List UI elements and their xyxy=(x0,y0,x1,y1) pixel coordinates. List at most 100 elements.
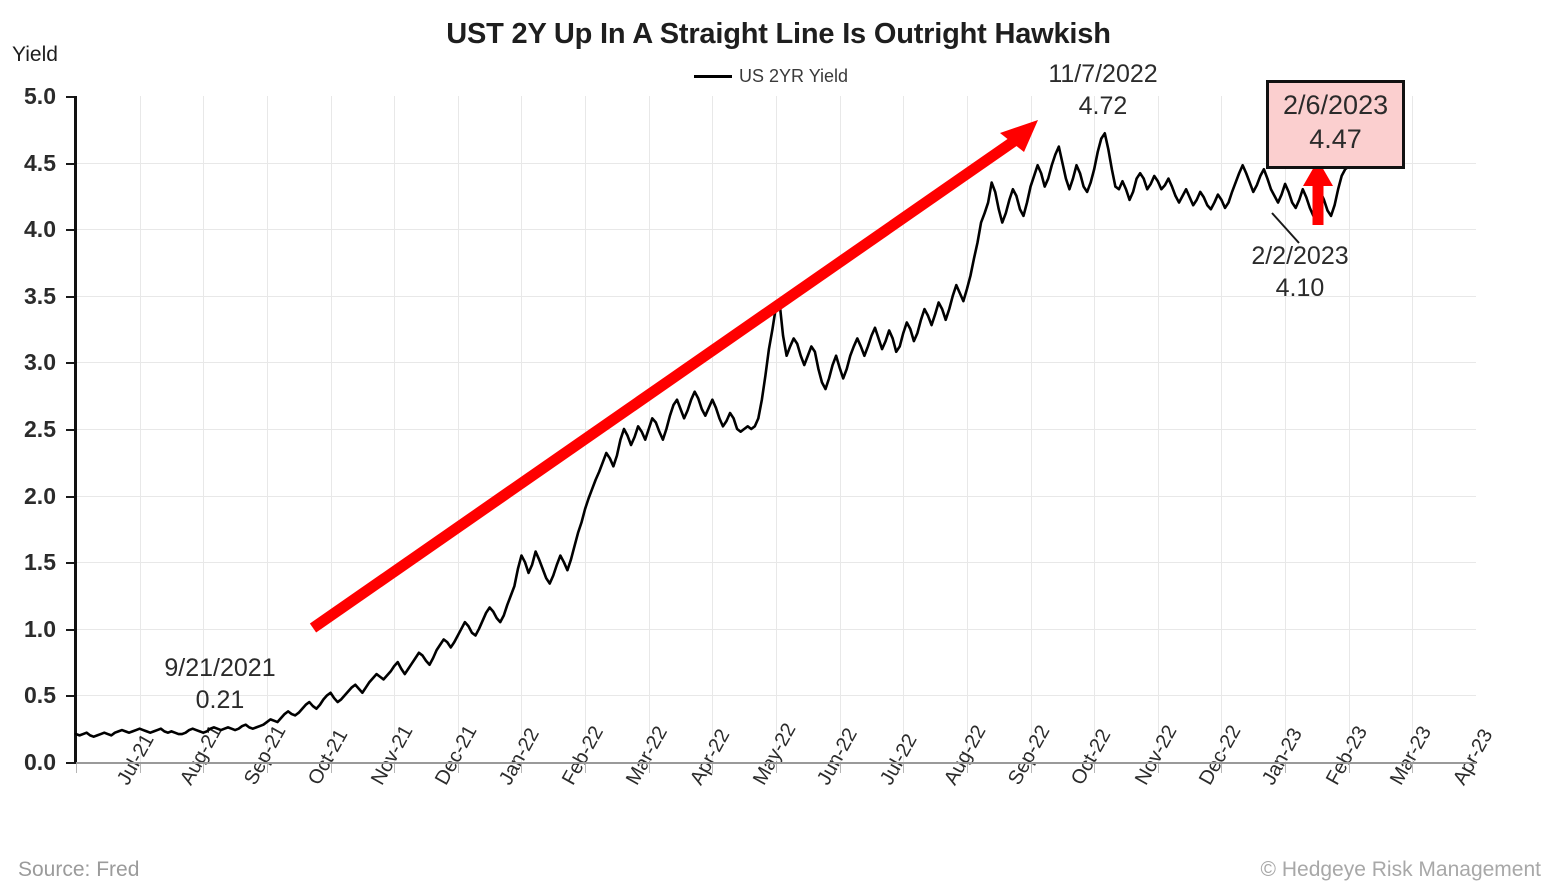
gridline-vertical xyxy=(1285,96,1287,762)
annotation-current-value: 4.47 xyxy=(1309,123,1362,154)
x-axis-tick-label: Mar-22 xyxy=(621,722,672,789)
x-axis-tick-label: Mar-23 xyxy=(1385,722,1436,789)
x-axis-tick-label: Apr-23 xyxy=(1449,725,1498,789)
x-axis-tick-mark xyxy=(776,764,777,773)
x-axis-tick-label: Feb-23 xyxy=(1321,722,1372,789)
x-axis-tick-label: Apr-22 xyxy=(685,725,734,789)
y-axis-tick-label: 2.5 xyxy=(24,416,56,442)
x-axis-tick-label: Feb-22 xyxy=(558,722,609,789)
x-axis-tick-mark xyxy=(76,764,77,773)
gridline-vertical xyxy=(330,96,332,762)
x-axis-tick-mark xyxy=(1094,764,1096,773)
x-axis-tick-mark xyxy=(903,764,905,773)
gridline-vertical xyxy=(966,96,968,762)
x-axis-tick-label: Aug-22 xyxy=(940,721,991,789)
current-value-arrow-icon xyxy=(1303,160,1333,225)
x-axis-tick-label: Oct-22 xyxy=(1067,725,1116,789)
annotation-recent-low: 2/2/2023 4.10 xyxy=(1207,240,1393,304)
x-axis-tick-mark xyxy=(1412,764,1414,773)
x-axis-line xyxy=(76,762,1476,764)
gridline-vertical xyxy=(903,96,905,762)
y-axis-tick-label: 0.0 xyxy=(24,749,56,775)
x-axis-tick-mark xyxy=(203,764,205,773)
y-axis-line xyxy=(74,96,77,763)
annotation-current-date: 2/6/2023 xyxy=(1283,90,1389,120)
annotation-recent-low-date: 2/2/2023 xyxy=(1251,242,1349,270)
gridline-vertical xyxy=(1412,96,1414,762)
y-axis-tick-mark xyxy=(66,762,76,764)
y-axis-tick-mark xyxy=(66,96,76,98)
x-axis-tick-mark xyxy=(457,764,459,773)
x-axis-tick-mark xyxy=(330,764,332,773)
x-axis-tick-label: May-22 xyxy=(749,719,801,789)
x-axis-tick-mark xyxy=(712,764,714,773)
gridline-vertical xyxy=(1348,96,1350,762)
y-axis-tick-mark xyxy=(66,162,76,165)
annotation-recent-low-value: 4.10 xyxy=(1275,274,1325,302)
y-axis-tick-mark xyxy=(66,229,76,232)
x-axis-tick-mark xyxy=(1030,764,1032,773)
page-title: UST 2Y Up In A Straight Line Is Outright… xyxy=(446,18,1111,50)
x-axis-tick-mark xyxy=(1348,764,1350,773)
legend-label-us-2yr-yield: US 2YR Yield xyxy=(739,66,849,86)
y-axis-tick-mark xyxy=(66,362,76,365)
x-axis-tick-label: Sep-21 xyxy=(240,721,291,789)
y-axis-tick-mark xyxy=(66,429,76,431)
y-axis-tick-label: 4.5 xyxy=(24,149,56,176)
x-axis-tick-label: Jun-22 xyxy=(812,724,862,789)
gridline-vertical xyxy=(585,96,587,762)
x-axis-tick-label: Nov-22 xyxy=(1131,721,1182,789)
gridline-vertical xyxy=(839,96,841,762)
annotation-current-highlight-box: 2/6/2023 4.47 xyxy=(1266,80,1406,169)
annotation-peak-date: 11/7/2022 xyxy=(1048,60,1158,88)
x-axis-tick-label: Aug-21 xyxy=(176,721,227,789)
x-axis-tick-mark xyxy=(1221,764,1223,773)
legend-line-swatch xyxy=(694,75,732,78)
gridline-vertical xyxy=(457,96,459,762)
gridline-vertical xyxy=(776,96,777,762)
annotation-peak: 11/7/2022 4.72 xyxy=(1010,58,1196,122)
x-axis-tick-label: Dec-22 xyxy=(1194,721,1246,789)
gridline-vertical xyxy=(1221,96,1223,762)
copyright-label: © Hedgeye Risk Management xyxy=(1260,858,1541,881)
gridline-vertical xyxy=(1030,96,1032,762)
x-axis-tick-mark xyxy=(394,764,396,773)
y-axis-tick-mark xyxy=(66,695,76,698)
annotation-peak-value: 4.72 xyxy=(1078,92,1128,120)
y-axis-tick-label: 3.0 xyxy=(24,349,56,376)
y-axis-tick-label: 1.0 xyxy=(24,615,56,642)
gridline-vertical xyxy=(1094,96,1096,762)
x-axis-tick-mark xyxy=(1157,764,1159,773)
gridline-vertical xyxy=(521,96,523,762)
y-axis-tick-label: 4.0 xyxy=(24,216,56,243)
y-axis-tick-label: 3.5 xyxy=(24,282,56,309)
y-axis-tick-label: 1.5 xyxy=(24,549,56,576)
x-axis-tick-label: Dec-21 xyxy=(431,721,482,789)
y-axis-tick-label: 5.0 xyxy=(24,83,56,109)
x-axis-tick-mark xyxy=(585,764,587,773)
chart-legend: US 2YR Yield xyxy=(694,66,848,87)
x-axis-tick-label: Jan-23 xyxy=(1258,724,1308,789)
y-axis-tick-label: 0.5 xyxy=(24,682,56,709)
x-axis-tick-mark xyxy=(1285,764,1287,773)
annotation-low-date: 9/21/2021 xyxy=(164,654,276,682)
x-axis-tick-mark xyxy=(139,764,141,773)
source-label: Source: Fred xyxy=(18,858,140,881)
x-axis-tick-mark xyxy=(966,764,968,773)
x-axis-tick-label: Nov-21 xyxy=(367,721,418,789)
x-axis-tick-mark xyxy=(266,764,268,773)
trend-arrow-up xyxy=(309,120,1038,633)
y-axis-tick-mark xyxy=(66,628,76,631)
y-axis-tick-mark xyxy=(66,562,76,565)
x-axis-tick-label: Jul-22 xyxy=(876,730,923,789)
x-axis-tick-label: Sep-22 xyxy=(1003,721,1055,789)
x-axis-tick-mark xyxy=(839,764,841,773)
y-axis-title: Yield xyxy=(12,43,58,66)
annotation-low-value: 0.21 xyxy=(195,686,245,714)
gridline-vertical xyxy=(648,96,650,762)
annotation-low: 9/21/2021 0.21 xyxy=(130,652,310,716)
y-axis-tick-mark xyxy=(66,295,76,298)
gridline-vertical xyxy=(712,96,714,762)
y-axis-tick-mark xyxy=(66,495,76,498)
